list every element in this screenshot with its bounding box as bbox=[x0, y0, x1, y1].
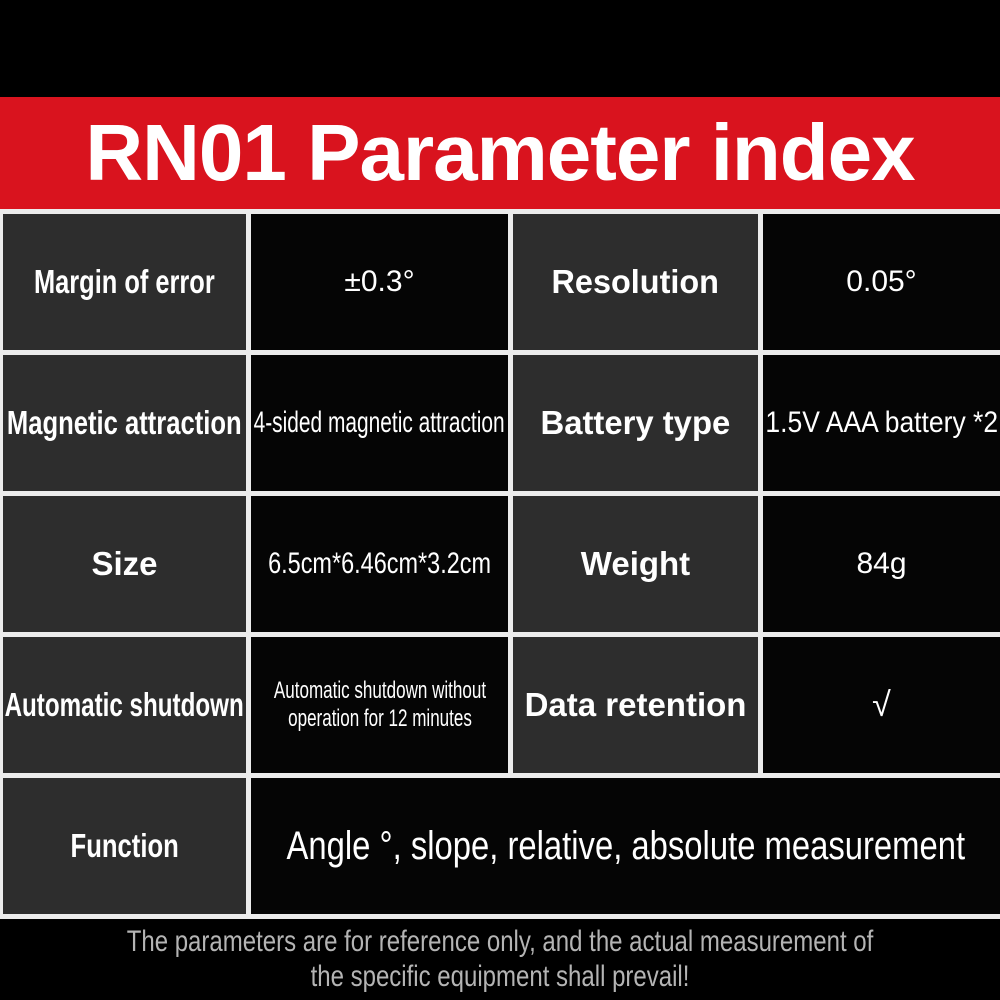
label-text: Weight bbox=[580, 545, 691, 582]
value-text: ±0.3° bbox=[344, 265, 415, 298]
label-cell-automatic-shutdown: Automatic shutdown bbox=[3, 637, 246, 773]
label-text: Size bbox=[91, 545, 158, 582]
parameter-table: Margin of error ±0.3° Resolution 0.05° M… bbox=[0, 209, 1000, 919]
value-text: Angle °, slope, relative, absolute measu… bbox=[286, 823, 965, 868]
label-text: Resolution bbox=[551, 263, 720, 300]
label-cell-function: Function bbox=[3, 778, 246, 914]
value-text: Automatic shutdown without operation for… bbox=[273, 677, 486, 732]
disclaimer-line-1: The parameters are for reference only, a… bbox=[126, 925, 874, 959]
label-cell-resolution: Resolution bbox=[513, 214, 758, 350]
disclaimer-footer: The parameters are for reference only, a… bbox=[0, 919, 1000, 1000]
label-text: Automatic shutdown bbox=[4, 686, 245, 723]
label-text: Magnetic attraction bbox=[7, 404, 242, 441]
value-text: 6.5cm*6.46cm*3.2cm bbox=[268, 547, 491, 580]
label-cell-margin-of-error: Margin of error bbox=[3, 214, 246, 350]
value-cell-margin-of-error: ±0.3° bbox=[251, 214, 508, 350]
value-cell-function: Angle °, slope, relative, absolute measu… bbox=[251, 778, 1000, 914]
value-cell-weight: 84g bbox=[763, 496, 1000, 632]
value-text: 4-sided magnetic attraction bbox=[253, 406, 506, 439]
label-text: Data retention bbox=[524, 686, 747, 723]
value-cell-magnetic-attraction: 4-sided magnetic attraction bbox=[251, 355, 508, 491]
value-cell-resolution: 0.05° bbox=[763, 214, 1000, 350]
page-title: RN01 Parameter index bbox=[85, 108, 915, 197]
label-cell-data-retention: Data retention bbox=[513, 637, 758, 773]
checkmark-text: √ bbox=[872, 685, 891, 724]
label-text: Function bbox=[70, 827, 179, 864]
label-cell-size: Size bbox=[3, 496, 246, 632]
label-cell-battery-type: Battery type bbox=[513, 355, 758, 491]
value-cell-size: 6.5cm*6.46cm*3.2cm bbox=[251, 496, 508, 632]
label-text: Margin of error bbox=[34, 263, 215, 300]
value-text: 84g bbox=[856, 547, 907, 580]
value-text: 0.05° bbox=[846, 265, 917, 298]
label-text: Battery type bbox=[540, 404, 731, 441]
value-cell-automatic-shutdown: Automatic shutdown without operation for… bbox=[251, 637, 508, 773]
value-text: 1.5V AAA battery *2 bbox=[765, 406, 998, 439]
label-cell-weight: Weight bbox=[513, 496, 758, 632]
disclaimer-line-2: the specific equipment shall prevail! bbox=[310, 959, 690, 993]
value-cell-data-retention: √ bbox=[763, 637, 1000, 773]
value-cell-battery-type: 1.5V AAA battery *2 bbox=[763, 355, 1000, 491]
disclaimer-text: The parameters are for reference only, a… bbox=[0, 925, 1000, 993]
label-cell-magnetic-attraction: Magnetic attraction bbox=[3, 355, 246, 491]
title-band: RN01 Parameter index bbox=[0, 97, 1000, 209]
